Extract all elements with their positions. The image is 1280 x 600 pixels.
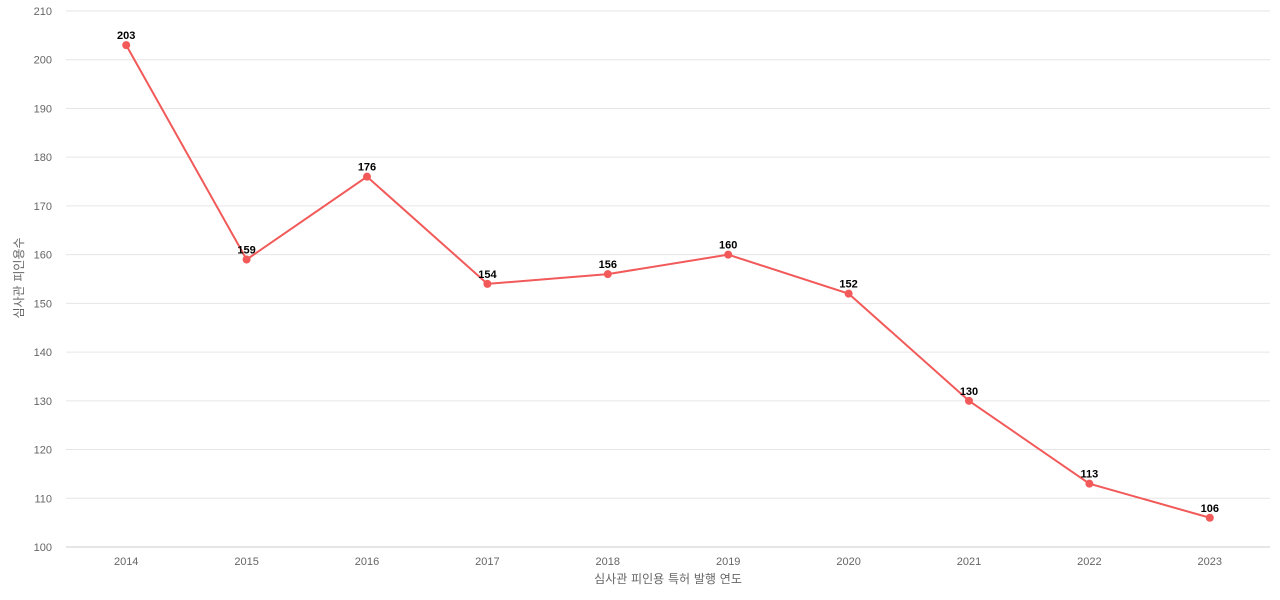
x-tick-label: 2022 xyxy=(1077,556,1101,568)
series-line xyxy=(125,44,1211,519)
data-label: 156 xyxy=(599,259,617,271)
x-tick-label: 2014 xyxy=(114,556,138,568)
data-point xyxy=(483,279,492,288)
data-label: 160 xyxy=(719,240,737,252)
data-label: 159 xyxy=(237,245,255,257)
data-point xyxy=(1085,479,1094,488)
y-tick-label: 210 xyxy=(34,6,52,18)
y-axis-ticks: 100 110 120 130 140 150 160 170 180 190 200 210 xyxy=(34,6,52,554)
data-label: 130 xyxy=(960,386,978,398)
x-tick-label: 2016 xyxy=(355,556,379,568)
y-tick-label: 150 xyxy=(34,298,52,310)
data-label: 154 xyxy=(478,269,497,281)
data-point xyxy=(603,270,612,279)
x-tick-label: 2018 xyxy=(596,556,620,568)
y-axis-title: 심사관 피인용수 xyxy=(12,237,26,318)
x-axis-title: 심사관 피인용 특허 발행 연도 xyxy=(594,571,742,586)
y-tick-label: 100 xyxy=(34,542,52,554)
y-tick-label: 190 xyxy=(34,103,52,115)
data-points xyxy=(122,41,1214,522)
data-label: 176 xyxy=(358,162,376,174)
data-label: 113 xyxy=(1081,469,1099,481)
data-point xyxy=(242,255,251,264)
grid xyxy=(66,10,1270,548)
y-tick-label: 130 xyxy=(34,396,52,408)
x-tick-label: 2019 xyxy=(716,556,740,568)
x-tick-label: 2021 xyxy=(957,556,981,568)
y-tick-label: 120 xyxy=(34,445,52,457)
y-tick-label: 140 xyxy=(34,347,52,359)
data-point xyxy=(965,396,973,405)
x-tick-label: 2017 xyxy=(475,556,499,568)
data-point xyxy=(1205,513,1214,522)
data-point xyxy=(122,41,131,50)
y-tick-label: 110 xyxy=(34,493,52,505)
y-tick-label: 170 xyxy=(34,201,52,213)
y-tick-label: 180 xyxy=(34,152,52,164)
data-label: 106 xyxy=(1201,503,1219,515)
data-label: 152 xyxy=(839,279,857,291)
x-tick-label: 2023 xyxy=(1198,556,1222,568)
data-point xyxy=(363,172,371,181)
x-axis-ticks: 2014 2015 2016 2017 2018 2019 2020 2021 2022 2023 xyxy=(114,556,1222,568)
y-tick-label: 160 xyxy=(34,250,52,262)
x-tick-label: 2015 xyxy=(234,556,258,568)
data-labels: 203 159 176 154 156 160 152 130 113 106 xyxy=(117,30,1219,515)
data-point xyxy=(844,289,853,298)
data-label: 203 xyxy=(117,30,135,42)
y-tick-label: 200 xyxy=(34,55,52,67)
data-point xyxy=(724,250,733,259)
x-tick-label: 2020 xyxy=(836,556,860,568)
